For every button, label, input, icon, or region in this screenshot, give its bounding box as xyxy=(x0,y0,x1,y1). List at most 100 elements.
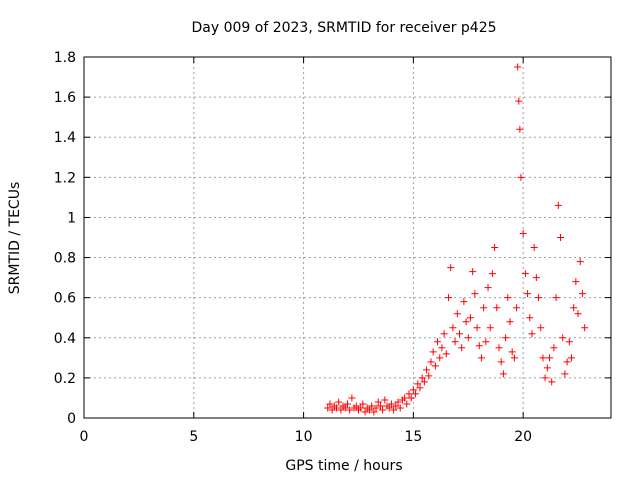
x-tick-label: 5 xyxy=(189,429,198,445)
data-point xyxy=(434,338,442,346)
data-point xyxy=(506,318,514,326)
data-point xyxy=(455,330,463,338)
data-point xyxy=(418,374,426,382)
data-point xyxy=(357,404,365,412)
data-point xyxy=(381,396,389,404)
data-point xyxy=(537,324,545,332)
data-point xyxy=(482,338,490,346)
data-point xyxy=(405,390,413,398)
data-point xyxy=(394,398,402,406)
data-point xyxy=(348,394,356,402)
y-tick-label: 0 xyxy=(67,411,76,427)
data-point xyxy=(328,406,336,414)
data-point xyxy=(407,394,415,402)
data-point xyxy=(361,408,369,416)
data-point xyxy=(464,334,472,342)
data-point xyxy=(390,406,398,414)
data-point xyxy=(515,97,523,105)
data-point xyxy=(528,330,536,338)
data-point xyxy=(541,374,549,382)
data-point xyxy=(499,370,507,378)
data-point xyxy=(442,350,450,358)
data-point xyxy=(516,125,524,133)
data-point xyxy=(416,384,424,392)
y-tick-label: 0.6 xyxy=(54,291,76,307)
data-point xyxy=(495,344,503,352)
data-point xyxy=(372,404,380,412)
data-point xyxy=(412,390,420,398)
data-point xyxy=(559,334,567,342)
data-point xyxy=(526,314,534,322)
x-axis-label: GPS time / hours xyxy=(285,458,402,474)
y-tick-label: 1 xyxy=(67,210,76,226)
data-point xyxy=(387,400,395,408)
x-tick-label: 10 xyxy=(295,429,313,445)
data-point xyxy=(514,63,522,71)
data-point xyxy=(429,348,437,356)
data-point xyxy=(473,324,481,332)
data-point xyxy=(324,404,332,412)
data-point xyxy=(471,290,479,298)
data-point xyxy=(344,400,351,408)
data-point xyxy=(453,310,461,318)
data-point xyxy=(480,304,488,312)
data-point xyxy=(359,400,367,408)
data-point xyxy=(519,229,527,237)
data-point xyxy=(524,290,532,298)
data-point xyxy=(425,372,433,380)
data-point xyxy=(352,402,360,410)
data-point xyxy=(567,354,575,362)
data-point xyxy=(535,294,543,302)
x-tick-label: 15 xyxy=(404,429,422,445)
data-point xyxy=(403,400,411,408)
data-point xyxy=(365,406,373,414)
data-point xyxy=(346,406,354,414)
data-point xyxy=(449,324,457,332)
x-tick-label: 20 xyxy=(514,429,532,445)
data-point xyxy=(486,324,494,332)
data-point xyxy=(510,354,518,362)
data-point xyxy=(502,334,510,342)
data-point xyxy=(543,364,551,372)
data-point xyxy=(477,354,485,362)
data-point xyxy=(552,294,560,302)
data-point xyxy=(493,304,501,312)
data-point xyxy=(469,268,477,276)
data-point xyxy=(427,358,435,366)
data-point xyxy=(539,354,547,362)
data-point xyxy=(532,274,540,282)
y-tick-label: 1.6 xyxy=(54,90,76,106)
data-point xyxy=(491,244,499,252)
y-tick-label: 0.8 xyxy=(54,251,76,267)
data-point xyxy=(554,201,562,209)
data-point xyxy=(576,258,584,266)
y-tick-label: 1.4 xyxy=(54,130,76,146)
data-point xyxy=(460,298,468,306)
data-point xyxy=(578,290,586,298)
data-point xyxy=(546,354,554,362)
data-point xyxy=(438,344,446,352)
data-point xyxy=(530,244,538,252)
data-point xyxy=(445,294,453,302)
data-point xyxy=(335,398,343,406)
data-point xyxy=(563,358,571,366)
data-point xyxy=(409,386,417,394)
data-point xyxy=(376,402,384,410)
data-point xyxy=(368,402,376,410)
data-point xyxy=(581,324,589,332)
data-point xyxy=(548,378,556,386)
data-point xyxy=(504,294,512,302)
data-point xyxy=(484,284,492,292)
data-point xyxy=(374,398,382,406)
data-point xyxy=(475,342,483,350)
data-point xyxy=(326,400,334,408)
y-tick-label: 0.4 xyxy=(54,331,76,347)
data-point xyxy=(431,362,439,370)
data-point xyxy=(574,310,582,318)
data-point xyxy=(561,370,569,378)
data-point xyxy=(451,338,459,346)
data-point xyxy=(337,406,345,414)
chart-title: Day 009 of 2023, SRMTID for receiver p42… xyxy=(191,20,496,36)
